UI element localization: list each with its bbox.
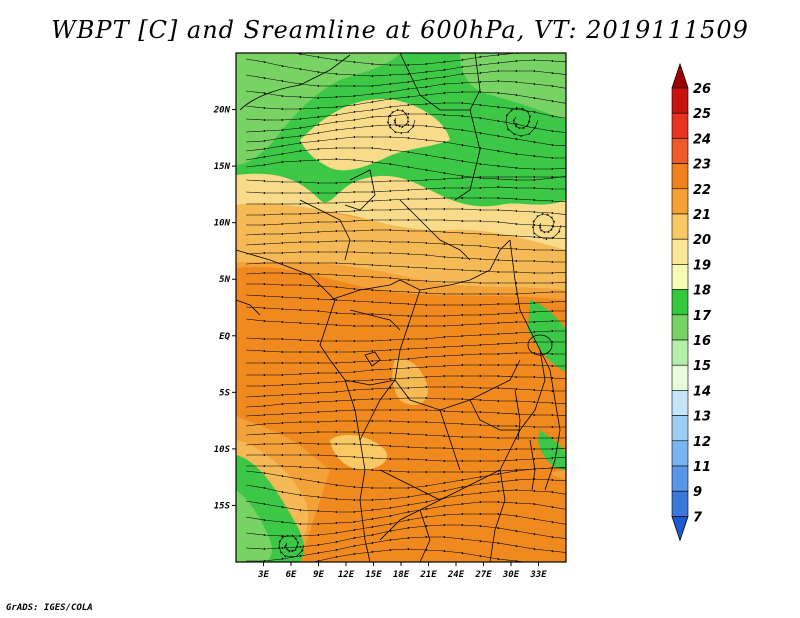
lon-tick-label: 15E [365, 570, 382, 580]
streamlines [245, 53, 566, 562]
streamline [245, 318, 566, 328]
colorbar-label: 16 [693, 334, 711, 349]
colorbar-swatch [671, 339, 689, 366]
colorbar-top-arrow [671, 62, 689, 89]
streamline [246, 207, 566, 217]
lon-tick-label: 9E [313, 570, 324, 580]
colorbar-swatch [671, 87, 689, 114]
colorbar-swatch [671, 163, 689, 190]
colorbar-label: 13 [693, 410, 711, 425]
streamline [245, 250, 566, 264]
streamline [245, 228, 566, 240]
streamline [246, 218, 566, 228]
lat-tick-label: 15N [214, 162, 231, 172]
colorbar-label: 12 [693, 435, 711, 450]
colorbar-swatch [671, 213, 689, 240]
colorbar-label: 14 [693, 384, 711, 399]
latitude-axis: 20N 15N 10N 5N EQ 5S 10S 15S [213, 106, 236, 511]
colorbar-label: 17 [693, 309, 712, 324]
lon-tick-label: 6E [286, 570, 297, 580]
lat-tick-label: 15S [214, 501, 231, 511]
colorbar-label: 20 [693, 233, 711, 248]
colorbar-swatch [671, 112, 689, 139]
colorbar: 26 25 24 23 22 21 20 19 18 17 16 15 14 13 12 11 9 7 [671, 62, 712, 542]
streamline [245, 329, 566, 343]
colorbar-label: 9 [693, 485, 702, 500]
streamline [245, 306, 566, 318]
streamline [246, 453, 566, 463]
streamline [245, 441, 566, 452]
streamline [245, 396, 566, 408]
lon-tick-label: 33E [529, 570, 547, 580]
lon-tick-label: 27E [474, 570, 492, 580]
colorbar-swatch [671, 390, 689, 416]
streamline [245, 294, 566, 307]
lon-tick-label: 21E [419, 570, 437, 580]
streamline [531, 212, 562, 241]
chart-title: WBPT [C] and Sreamline at 600hPa, VT: 20… [51, 16, 749, 44]
colorbar-swatch [671, 440, 689, 467]
colorbar-swatch [671, 415, 689, 442]
colorbar-label: 21 [693, 208, 711, 223]
streamline [245, 175, 566, 185]
credit-text: GrADS: IGES/COLA [6, 603, 93, 613]
colorbar-swatch [671, 264, 689, 290]
streamline [246, 363, 566, 377]
lat-tick-label: EQ [219, 332, 230, 342]
colorbar-swatch [671, 238, 689, 265]
colorbar-label: 19 [693, 258, 711, 273]
streamline [246, 196, 566, 206]
colorbar-swatch [671, 289, 689, 316]
colorbar-label: 22 [693, 183, 711, 198]
streamline [246, 282, 566, 296]
colorbar-swatch [671, 314, 689, 341]
colorbar-swatch [671, 490, 689, 517]
streamline [245, 185, 566, 195]
streamline [245, 430, 566, 440]
lat-tick-label: 5S [219, 388, 230, 398]
lat-tick-label: 20N [213, 106, 231, 116]
streamline [277, 534, 305, 559]
streamline [246, 374, 566, 388]
lat-tick-label: 10S [214, 445, 231, 455]
lon-tick-label: 18E [393, 570, 410, 580]
colorbar-swatch [671, 138, 689, 164]
colorbar-swatch [671, 188, 689, 215]
colorbar-label: 23 [693, 158, 711, 173]
lat-tick-label: 5N [219, 275, 230, 285]
lon-tick-label: 24E [447, 570, 465, 580]
lon-tick-label: 12E [338, 570, 355, 580]
lon-tick-label: 30E [502, 570, 520, 580]
streamline [262, 547, 554, 562]
streamline [245, 385, 566, 398]
streamline [245, 239, 566, 252]
streamline [245, 408, 566, 417]
colorbar-swatch [671, 465, 689, 492]
streamline [504, 106, 539, 138]
colorbar-label: 25 [693, 107, 711, 122]
colorbar-label: 7 [693, 510, 703, 525]
colorbar-label: 26 [693, 82, 711, 97]
longitude-axis: 3E 6E 9E 12E 15E 18E 21E 24E 27E 30E 33E [257, 562, 547, 580]
streamline [245, 419, 566, 429]
streamline [246, 351, 566, 365]
colorbar-label: 15 [693, 359, 711, 374]
colorbar-label: 24 [693, 132, 711, 147]
lat-tick-label: 10N [214, 219, 231, 229]
colorbar-swatch [671, 364, 689, 391]
lon-tick-label: 3E [257, 570, 269, 580]
streamline [386, 108, 416, 135]
colorbar-bottom-arrow [671, 516, 689, 542]
colorbar-label: 11 [693, 460, 711, 475]
wbpt-field-22c-south [300, 457, 566, 562]
colorbar-label: 18 [693, 284, 711, 299]
